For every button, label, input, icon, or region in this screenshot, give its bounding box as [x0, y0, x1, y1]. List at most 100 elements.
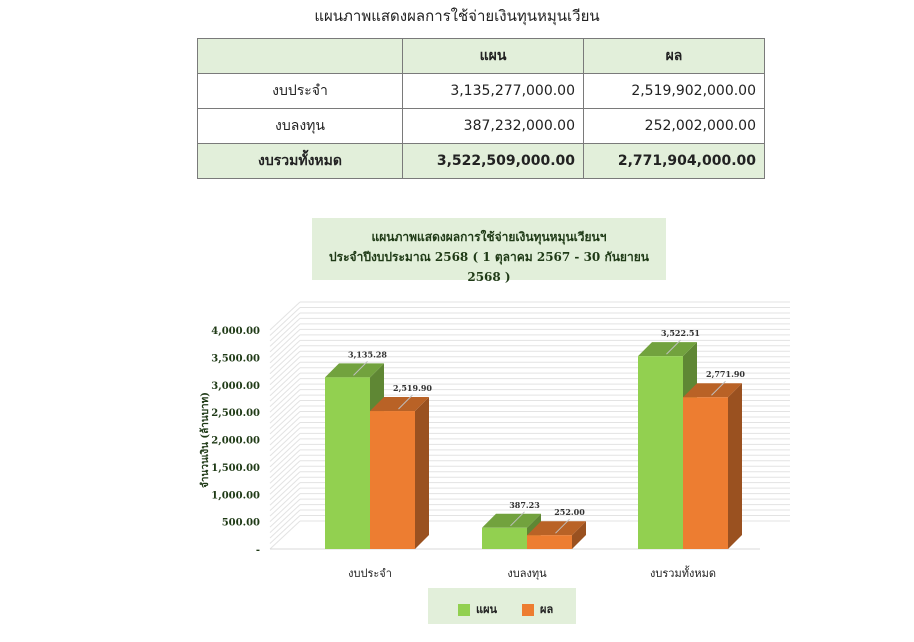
gridline-side	[269, 487, 301, 517]
gridline-side	[269, 367, 301, 397]
data-label: 387.23	[509, 500, 540, 510]
bar-top-result	[527, 521, 586, 536]
gridline-side	[269, 460, 301, 490]
data-label: 2,519.90	[393, 383, 432, 393]
x-tick-label: งบรวมทั้งหมด	[650, 565, 716, 580]
gridline-side	[269, 307, 301, 336]
y-tick-label: 3,500.00	[211, 353, 260, 364]
gridline-side	[269, 383, 301, 413]
gridline-side	[269, 498, 301, 528]
gridline-side	[269, 443, 301, 473]
gridline-side	[269, 301, 301, 331]
legend-swatch-result	[522, 604, 534, 616]
gridline-side	[269, 334, 301, 364]
gridline-side	[269, 515, 301, 544]
data-label-leader	[398, 394, 413, 410]
gridline-side	[269, 493, 301, 522]
gridline-side	[269, 471, 301, 501]
data-label-leader	[711, 380, 726, 396]
gridline-side	[269, 356, 301, 386]
y-tick-label: 500.00	[222, 518, 260, 529]
chart-legend: แผน ผล	[428, 588, 576, 624]
data-label: 2,771.90	[706, 369, 745, 379]
bar-plan	[482, 527, 527, 549]
data-label: 3,135.28	[348, 349, 387, 359]
gridline-side	[269, 422, 301, 451]
gridline-side	[269, 312, 301, 342]
table-row-total: งบรวมทั้งหมด 3,522,509,000.00 2,771,904,…	[197, 143, 765, 179]
y-tick-label: -	[256, 545, 260, 556]
bar-result	[527, 535, 572, 549]
data-label: 252.00	[554, 507, 585, 517]
bar-result	[683, 397, 728, 549]
row-label: งบประจำ	[197, 73, 403, 109]
gridline-side	[269, 389, 301, 418]
gridline-side	[269, 416, 301, 446]
gridline-side	[269, 476, 301, 506]
data-label-leader	[555, 518, 570, 534]
y-tick-label: 1,000.00	[211, 490, 260, 501]
gridline-side	[269, 345, 301, 375]
bar-side-result	[572, 521, 586, 549]
gridline-side	[269, 454, 301, 484]
gridline-side	[269, 482, 301, 512]
bar-result	[370, 411, 415, 549]
chart-subtitle: ประจำปีงบประมาณ 2568 ( 1 ตุลาคม 2567 - 3…	[329, 250, 649, 284]
gridline-side	[269, 411, 301, 440]
gridline-side	[269, 405, 301, 435]
legend-swatch-plan	[458, 604, 470, 616]
row-plan: 387,232,000.00	[402, 108, 584, 144]
gridline-side	[269, 329, 301, 358]
bar-top-plan	[482, 513, 541, 528]
gridline-side	[269, 350, 301, 380]
legend-item-plan: แผน	[458, 600, 497, 618]
page-title: แผนภาพแสดงผลการใช้จ่ายเงินทุนหมุนเวียน	[314, 7, 600, 25]
gridline-side	[269, 378, 301, 408]
bar-plan	[638, 356, 683, 549]
bar-plan	[325, 377, 370, 549]
bar-side-result	[415, 397, 429, 549]
gridline-side	[269, 520, 301, 550]
gridline-side	[269, 449, 301, 479]
gridline-side	[269, 504, 301, 533]
chart-title: แผนภาพแสดงผลการใช้จ่ายเงินทุนหมุนเวียนฯ	[371, 230, 607, 244]
x-tick-label: งบลงทุน	[507, 567, 547, 580]
y-tick-label: 3,000.00	[211, 381, 260, 392]
gridline-side	[269, 433, 301, 462]
data-label-leader	[510, 511, 525, 527]
data-label-leader	[666, 339, 681, 355]
row-plan: 3,135,277,000.00	[402, 73, 584, 109]
x-tick-label: งบประจำ	[348, 567, 392, 580]
gridline-side	[269, 372, 301, 402]
gridline-side	[269, 438, 301, 468]
data-label-leader	[353, 360, 368, 376]
table-row: งบประจำ 3,135,277,000.00 2,519,902,000.0…	[197, 73, 765, 109]
bar-top-plan	[638, 342, 697, 357]
bar-top-plan	[325, 363, 384, 378]
table-row: งบลงทุน 387,232,000.00 252,002,000.00	[197, 108, 765, 144]
gridline-side	[269, 509, 301, 539]
data-label: 3,522.51	[661, 328, 700, 338]
legend-item-result: ผล	[522, 600, 553, 618]
gridline-side	[269, 339, 301, 369]
table-header-row: แผน ผล	[197, 38, 765, 74]
gridline-side	[269, 394, 301, 424]
gridline-side	[269, 323, 301, 353]
gridline-side	[269, 400, 301, 429]
bar-top-result	[370, 397, 429, 412]
legend-label-plan: แผน	[476, 603, 498, 616]
row-result: 252,002,000.00	[583, 108, 765, 144]
summary-table: แผน ผล งบประจำ 3,135,277,000.00 2,519,90…	[197, 38, 765, 179]
y-axis-title: จำนวนเงิน (ล้านบาท)	[199, 392, 211, 488]
row-label: งบรวมทั้งหมด	[197, 143, 403, 179]
y-tick-label: 4,000.00	[211, 326, 260, 337]
y-tick-label: 2,000.00	[211, 436, 260, 447]
row-result: 2,519,902,000.00	[583, 73, 765, 109]
y-tick-label: 1,500.00	[211, 463, 260, 474]
gridline-side	[269, 361, 301, 391]
gridline-side	[269, 427, 301, 457]
bar-top-result	[683, 383, 742, 398]
gridline-side	[269, 465, 301, 495]
bar-side-result	[728, 383, 742, 549]
